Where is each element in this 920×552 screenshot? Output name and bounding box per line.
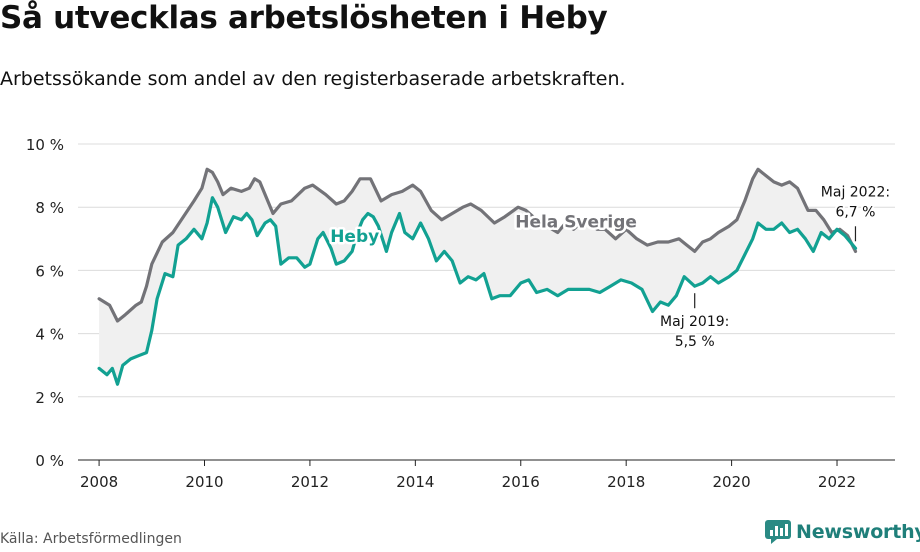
- sweden-series-label: Hela Sverige: [515, 213, 637, 233]
- annotation-value: 5,5 %: [675, 334, 715, 350]
- source-note: Källa: Arbetsförmedlingen: [0, 531, 182, 547]
- y-tick-label: 0 %: [35, 452, 64, 470]
- brand-name: Newsworthy: [796, 521, 920, 543]
- y-tick-label: 6 %: [35, 262, 64, 280]
- sweden-line: [97, 167, 858, 323]
- heby-series-label: Heby: [330, 227, 379, 247]
- chart-subtitle: Arbetssökande som andel av den registerb…: [0, 68, 626, 90]
- annotation-value: 6,7 %: [835, 204, 875, 220]
- axes: 0 % 2 % 4 % 6 % 8 % 10 % 2008 2010 2012 2014 2016 2…: [26, 136, 895, 491]
- y-tick-label: 4 %: [35, 326, 64, 344]
- x-tick-label: 2014: [396, 473, 434, 491]
- x-tick-label: 2012: [291, 473, 329, 491]
- brand-logo: Newsworthy: [765, 520, 920, 544]
- x-tick-label: 2008: [80, 473, 118, 491]
- y-tick-label: 10 %: [26, 136, 64, 154]
- newsworthy-logo-icon: [765, 520, 791, 544]
- x-tick-label: 2010: [185, 473, 223, 491]
- x-tick-label: 2016: [502, 473, 540, 491]
- chart-title: Så utvecklas arbetslösheten i Heby: [0, 0, 608, 36]
- series-labels: Hela Sverige Heby: [328, 210, 640, 249]
- y-tick-label: 2 %: [35, 389, 64, 407]
- heby-line: [97, 196, 858, 386]
- difference-band: [99, 169, 856, 385]
- x-tick-label: 2022: [818, 473, 856, 491]
- y-tick-label: 8 %: [35, 199, 64, 217]
- series-lines: [97, 167, 858, 386]
- x-tick-label: 2018: [607, 473, 645, 491]
- annotation-date: Maj 2022:: [821, 184, 890, 200]
- difference-band-area: [99, 169, 856, 385]
- x-tick-label: 2020: [713, 473, 751, 491]
- annotation-date: Maj 2019:: [660, 314, 729, 330]
- annotations: Maj 2019: 5,5 % Maj 2022: 6,7 %: [658, 182, 892, 352]
